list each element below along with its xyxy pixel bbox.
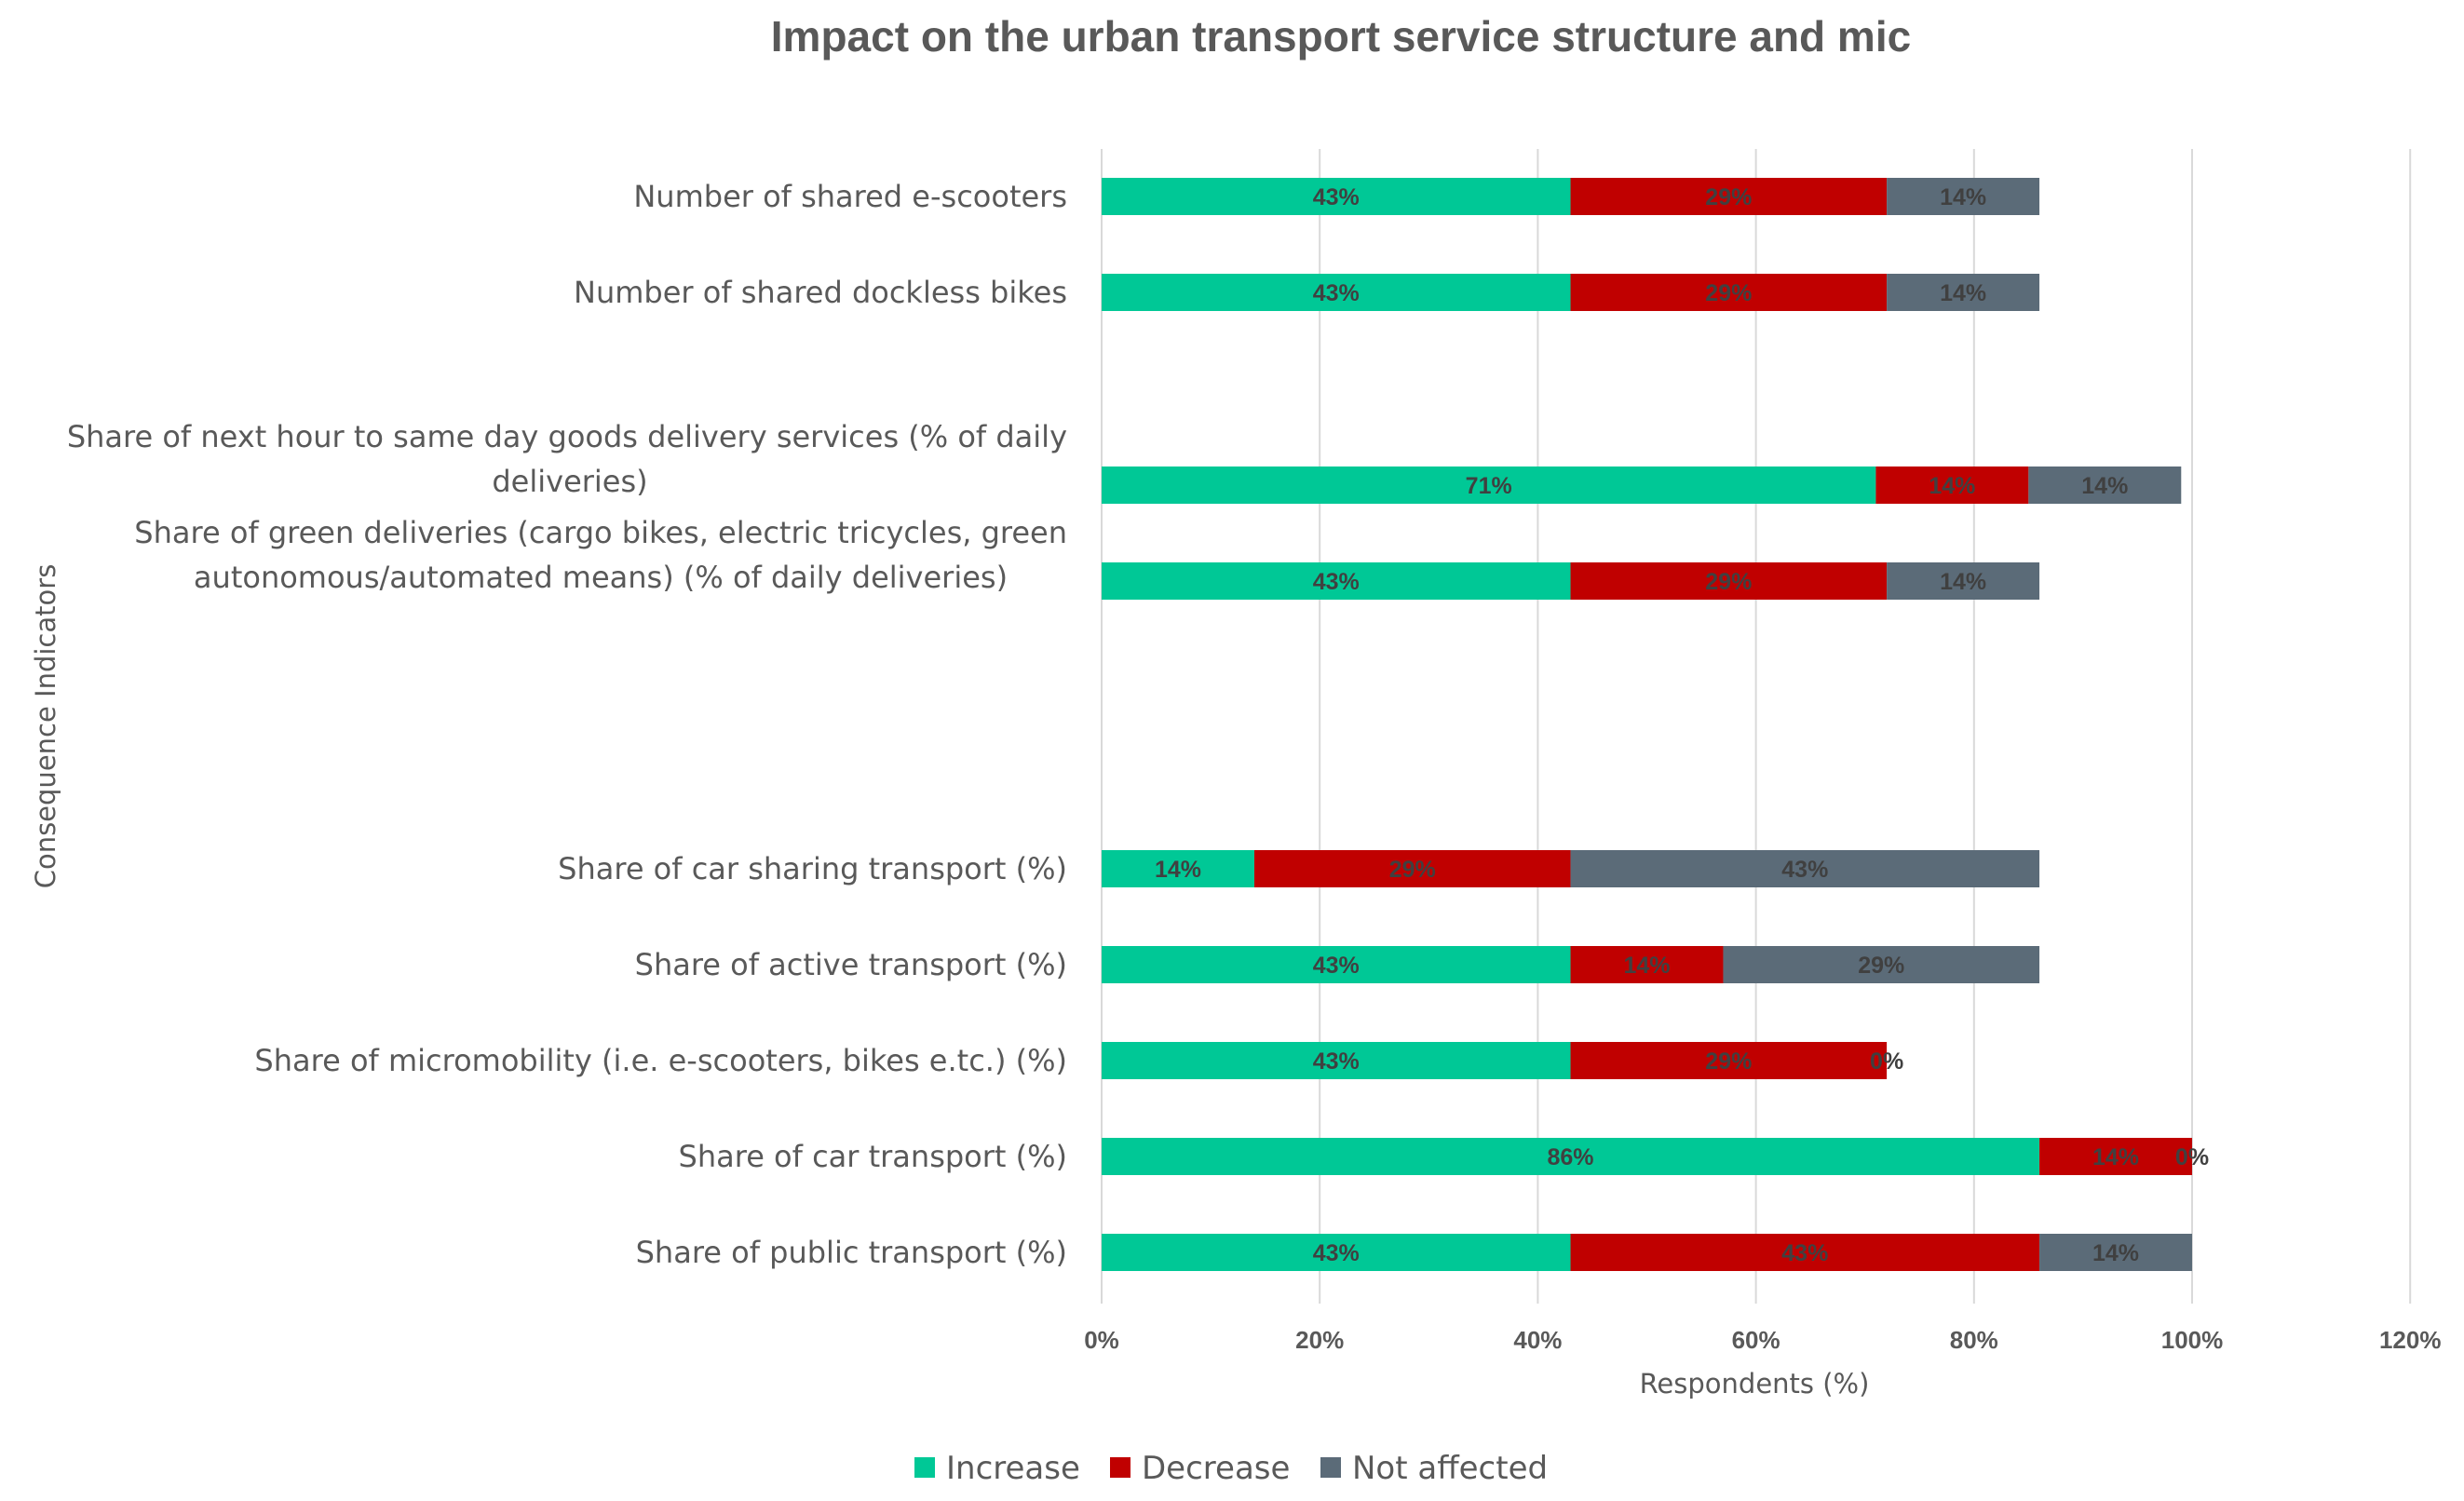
category-label: Share of car transport (%) [679, 1139, 1067, 1174]
data-label-not-affected: 14% [1940, 569, 1986, 595]
data-label-increase: 43% [1313, 1240, 1360, 1266]
category-label: autonomous/automated means) (% of daily … [194, 560, 1008, 595]
legend-label-decrease: Decrease [1142, 1450, 1290, 1487]
chart-title: Impact on the urban transport service st… [771, 12, 1911, 61]
data-label-decrease: 29% [1705, 569, 1752, 595]
data-label-not-affected: 14% [2081, 473, 2128, 499]
gridlines [1101, 149, 2412, 1304]
data-label-not-affected: 14% [1940, 184, 1986, 210]
data-label-increase: 71% [1466, 473, 1512, 499]
bar-increase [1102, 1042, 1571, 1079]
bar-increase [1102, 274, 1571, 311]
bar-decrease [2039, 1138, 2192, 1175]
bars [1102, 178, 2192, 1271]
data-label-increase: 43% [1313, 569, 1360, 595]
bar-increase [1102, 850, 1254, 887]
legend-swatch-decrease [1110, 1457, 1130, 1478]
data-label-decrease: 29% [1705, 280, 1752, 306]
category-label: Number of shared dockless bikes [574, 275, 1067, 310]
bar-decrease [1570, 1234, 2040, 1271]
bar-not-affected [2039, 1234, 2192, 1271]
data-label-not-affected: 0% [1870, 1048, 1903, 1075]
category-label: Share of green deliveries (cargo bikes, … [134, 515, 1067, 550]
x-tick-labels: 0% 20% 40% 60% 80% 100% 120% [1084, 1326, 2441, 1354]
x-tick-label: 20% [1295, 1326, 1344, 1354]
x-tick-label: 60% [1732, 1326, 1780, 1354]
x-tick-label: 120% [2379, 1326, 2442, 1354]
bar-decrease [1570, 562, 1888, 600]
bar-not-affected [1887, 178, 2040, 215]
bar-decrease [1570, 946, 1724, 983]
data-label-decrease: 43% [1781, 1240, 1828, 1266]
data-label-not-affected: 14% [2092, 1240, 2139, 1266]
bar-increase [1102, 467, 1876, 504]
x-tick-label: 100% [2161, 1326, 2224, 1354]
bar-decrease [1570, 274, 1888, 311]
category-label: Share of active transport (%) [635, 947, 1067, 982]
data-label-not-affected: 0% [2175, 1144, 2209, 1170]
bar-not-affected [1887, 274, 2040, 311]
data-label-increase: 43% [1313, 184, 1360, 210]
data-labels: 43% 29% 14% 43% 29% 14% 71% 14% 14% 43% 29% 14% 14% 2… [1155, 184, 2209, 1266]
data-label-increase: 43% [1313, 1048, 1360, 1075]
data-label-not-affected: 14% [1940, 280, 1986, 306]
x-tick-label: 40% [1513, 1326, 1562, 1354]
data-label-decrease: 14% [1929, 473, 1975, 499]
bar-decrease [1570, 1042, 1888, 1079]
bar-increase [1102, 946, 1571, 983]
category-label: Share of car sharing transport (%) [558, 851, 1067, 886]
category-label: Share of next hour to same day goods del… [67, 419, 1067, 454]
data-label-decrease: 29% [1705, 1048, 1752, 1075]
x-axis-label: Respondents (%) [1640, 1368, 1870, 1400]
bar-increase [1102, 562, 1571, 600]
legend: Increase Decrease Not affected [914, 1450, 1548, 1487]
bar-increase [1102, 1234, 1571, 1271]
bar-decrease [1253, 850, 1571, 887]
bar-not-affected [1887, 562, 2040, 600]
category-label: Share of micromobility (i.e. e-scooters,… [254, 1043, 1067, 1078]
data-label-increase: 86% [1548, 1144, 1594, 1170]
data-label-not-affected: 43% [1781, 857, 1828, 883]
bar-decrease [1570, 178, 1888, 215]
data-label-decrease: 29% [1389, 857, 1436, 883]
bar-not-affected [2028, 467, 2182, 504]
bar-decrease [1875, 467, 2029, 504]
x-tick-label: 0% [1084, 1326, 1119, 1354]
data-label-decrease: 29% [1705, 184, 1752, 210]
y-axis-label: Consequence Indicators [30, 564, 61, 889]
category-label: deliveries) [492, 464, 647, 499]
data-label-increase: 14% [1155, 857, 1201, 883]
category-label: Share of public transport (%) [636, 1235, 1067, 1270]
bar-increase [1102, 1138, 2040, 1175]
data-label-decrease: 14% [2092, 1144, 2139, 1170]
legend-label-not-affected: Not affected [1352, 1450, 1548, 1487]
legend-label-increase: Increase [946, 1450, 1080, 1487]
bar-increase [1102, 178, 1571, 215]
data-label-not-affected: 29% [1858, 953, 1904, 979]
data-label-increase: 43% [1313, 280, 1360, 306]
category-label: Number of shared e-scooters [633, 179, 1067, 214]
legend-swatch-increase [914, 1457, 935, 1478]
bar-not-affected [1570, 850, 2040, 887]
x-tick-label: 80% [1950, 1326, 1998, 1354]
data-label-decrease: 14% [1623, 953, 1670, 979]
legend-swatch-not-affected [1320, 1457, 1341, 1478]
category-labels: Number of shared e-scooters Number of sha… [67, 179, 1067, 1270]
data-label-increase: 43% [1313, 953, 1360, 979]
bar-not-affected [1723, 946, 2040, 983]
